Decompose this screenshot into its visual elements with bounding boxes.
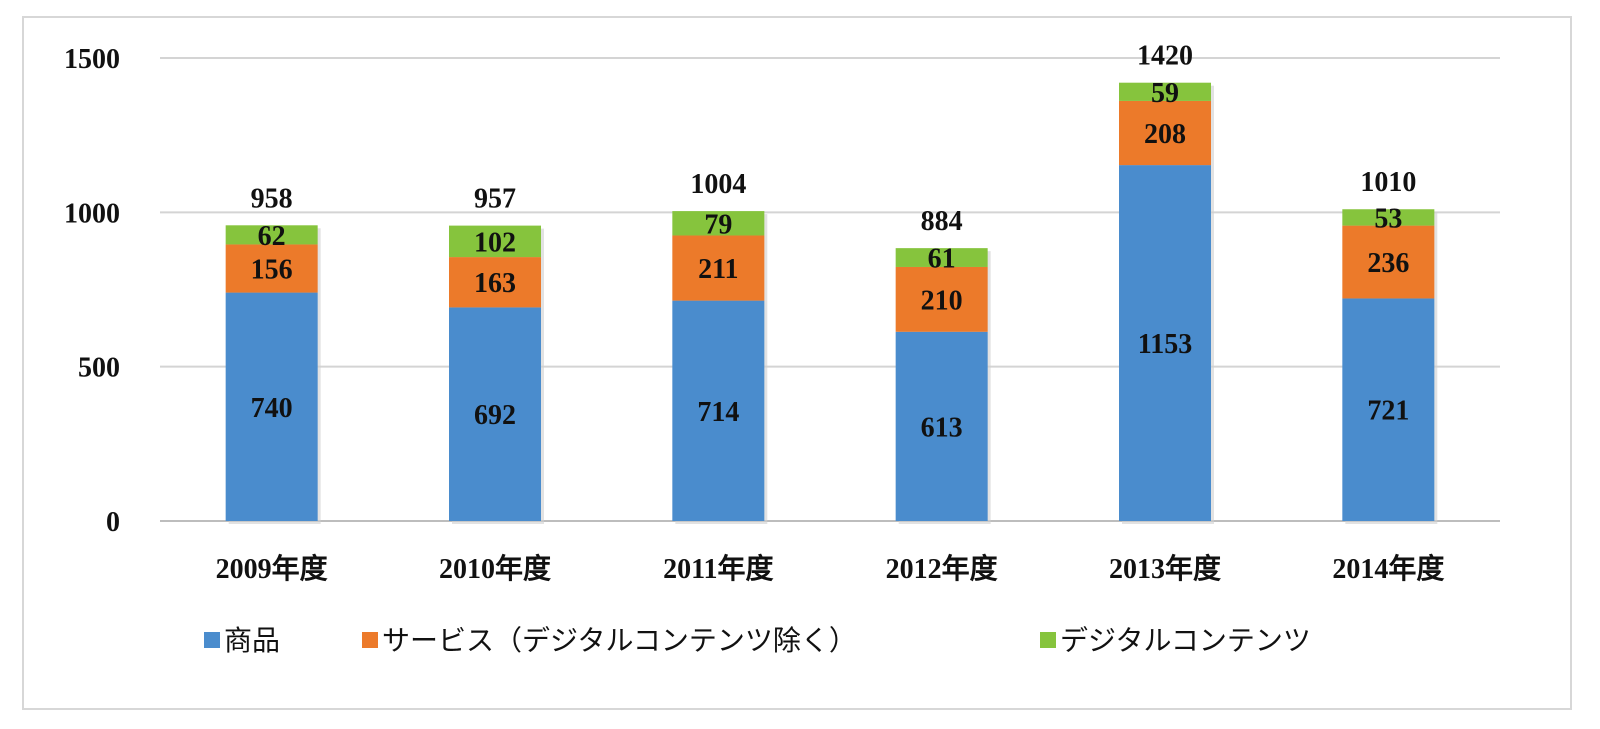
legend-swatch	[204, 632, 220, 648]
data-label: 163	[474, 268, 516, 299]
x-tick-label: 2012年度	[886, 552, 998, 585]
x-tick-label: 2014年度	[1332, 552, 1444, 585]
bar-segment	[449, 257, 541, 308]
data-label: 210	[921, 285, 963, 316]
total-label: 958	[251, 183, 293, 214]
bar-segment	[672, 235, 765, 301]
bar-segment	[895, 266, 988, 332]
total-label: 884	[921, 206, 963, 237]
legend-swatch	[362, 632, 378, 648]
data-label: 208	[1144, 119, 1186, 150]
legend-swatch	[1040, 632, 1056, 648]
legend-label: サービス（デジタルコンテンツ除く）	[382, 624, 857, 657]
data-label: 62	[258, 221, 286, 252]
y-tick-label: 500	[78, 353, 120, 384]
bar-segment	[225, 244, 318, 293]
total-label: 1010	[1360, 167, 1416, 198]
x-tick-label: 2011年度	[663, 552, 773, 585]
data-label: 613	[921, 412, 963, 443]
total-label: 1420	[1137, 41, 1193, 72]
bar-segment	[672, 300, 765, 521]
bar-segment	[449, 307, 541, 521]
x-tick-label: 2009年度	[216, 552, 328, 585]
gridlines	[160, 57, 1500, 522]
bar-segment	[225, 225, 318, 245]
bar-segment	[1342, 298, 1435, 521]
data-label: 211	[698, 254, 738, 285]
legend-label: デジタルコンテンツ	[1060, 624, 1311, 657]
bar-segment	[895, 331, 988, 521]
bar-segment	[1119, 100, 1211, 166]
bar-segment	[895, 248, 988, 267]
data-label: 156	[251, 255, 293, 286]
data-label: 59	[1151, 78, 1179, 109]
y-tick-label: 1000	[64, 198, 120, 229]
x-axis-labels: 2009年度 2010年度 2011年度 2012年度 2013年度 2014年度	[216, 552, 1445, 585]
data-label: 102	[474, 227, 516, 258]
data-label: 53	[1374, 203, 1402, 234]
y-axis-ticks: 0 500 1000 1500	[64, 44, 120, 538]
data-label: 714	[697, 397, 739, 428]
y-tick-label: 1500	[64, 44, 120, 75]
data-label: 721	[1367, 396, 1409, 427]
total-label: 957	[474, 184, 516, 215]
bar-segment	[1342, 225, 1435, 299]
legend: 商品 サービス（デジタルコンテンツ除く） デジタルコンテンツ	[204, 624, 1311, 657]
data-label: 1153	[1138, 329, 1192, 360]
bar-segment	[225, 292, 318, 521]
data-label: 740	[251, 393, 293, 424]
y-tick-label: 0	[106, 507, 120, 538]
data-label: 61	[928, 244, 956, 275]
legend-label: 商品	[224, 624, 280, 657]
x-tick-label: 2013年度	[1109, 552, 1221, 585]
bar-segment	[1342, 209, 1435, 226]
bar-segment	[672, 211, 765, 236]
total-label: 1004	[690, 169, 746, 200]
bar-segment	[1119, 165, 1211, 521]
bar-segment	[1119, 82, 1211, 101]
data-label: 692	[474, 400, 516, 431]
data-label: 236	[1367, 248, 1409, 279]
x-tick-label: 2010年度	[439, 552, 551, 585]
bar-segment	[449, 225, 541, 258]
data-label: 79	[704, 209, 732, 240]
